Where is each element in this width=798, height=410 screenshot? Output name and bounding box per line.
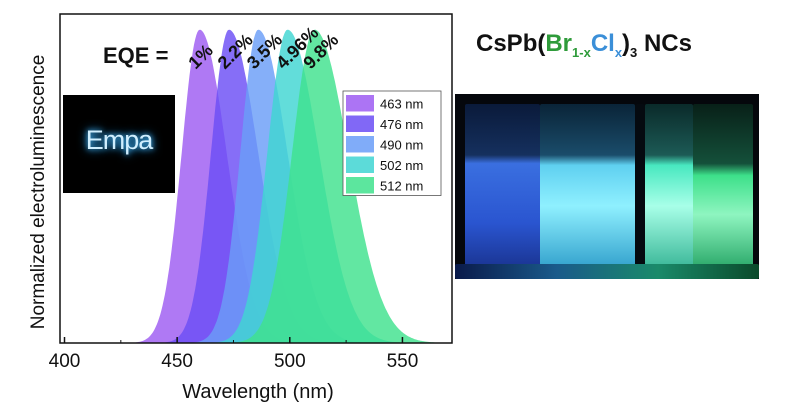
legend-label-3: 490 nm (380, 138, 423, 153)
legend-swatch-1 (346, 95, 374, 112)
spectrum-5 (60, 29, 452, 343)
title-main: CsPb( (476, 30, 546, 57)
legend-label-1: 463 nm (380, 97, 423, 112)
title-br-sub: 1-x (572, 45, 591, 60)
vial-teal (635, 104, 645, 274)
title-close: ) (622, 30, 631, 57)
x-axis-label: Wavelength (nm) (182, 381, 334, 403)
spectrum-4 (60, 29, 452, 343)
spectrum-3 (60, 29, 452, 343)
vial-cyan (540, 104, 635, 274)
nanocrystal-vials-photo (455, 94, 759, 279)
vial-blue (465, 104, 540, 274)
legend-swatch-5 (346, 177, 374, 194)
legend-swatch-2 (346, 115, 374, 132)
vial-green (693, 104, 753, 274)
empa-logo: Empa (63, 95, 175, 193)
x-tick-label-550: 550 (387, 351, 419, 372)
x-tick-label-500: 500 (274, 351, 306, 372)
title-sub3: 3 (630, 45, 638, 60)
legend: 463 nm 476 nm 490 nm 502 nm 512 nm (342, 90, 442, 196)
legend-label-4: 502 nm (380, 158, 423, 173)
title-cl: Cl (590, 30, 615, 57)
legend-swatch-4 (346, 156, 374, 173)
title-br: Br (545, 30, 573, 57)
spectra-curves (60, 29, 452, 343)
x-axis-ticks: 400 450 500 550 (49, 337, 419, 372)
legend-label-2: 476 nm (380, 117, 423, 132)
x-tick-label-400: 400 (49, 351, 81, 372)
x-tick-label-450: 450 (161, 351, 193, 372)
legend-swatch-3 (346, 136, 374, 153)
plot-border (59, 13, 453, 344)
vial-aqua (645, 104, 693, 274)
y-axis-label: Normalized electroluminescence (28, 55, 49, 330)
eqe-label: EQE = (103, 43, 168, 68)
legend-label-5: 512 nm (380, 179, 423, 194)
logo-text: Empa (85, 125, 154, 155)
vial-base (455, 264, 759, 279)
photo-title: CsPb(Br1-xClx)3 NCs (476, 30, 776, 60)
title-cl-sub: x (614, 45, 623, 60)
title-end: NCs (637, 30, 692, 57)
plot-frame (59, 13, 453, 344)
